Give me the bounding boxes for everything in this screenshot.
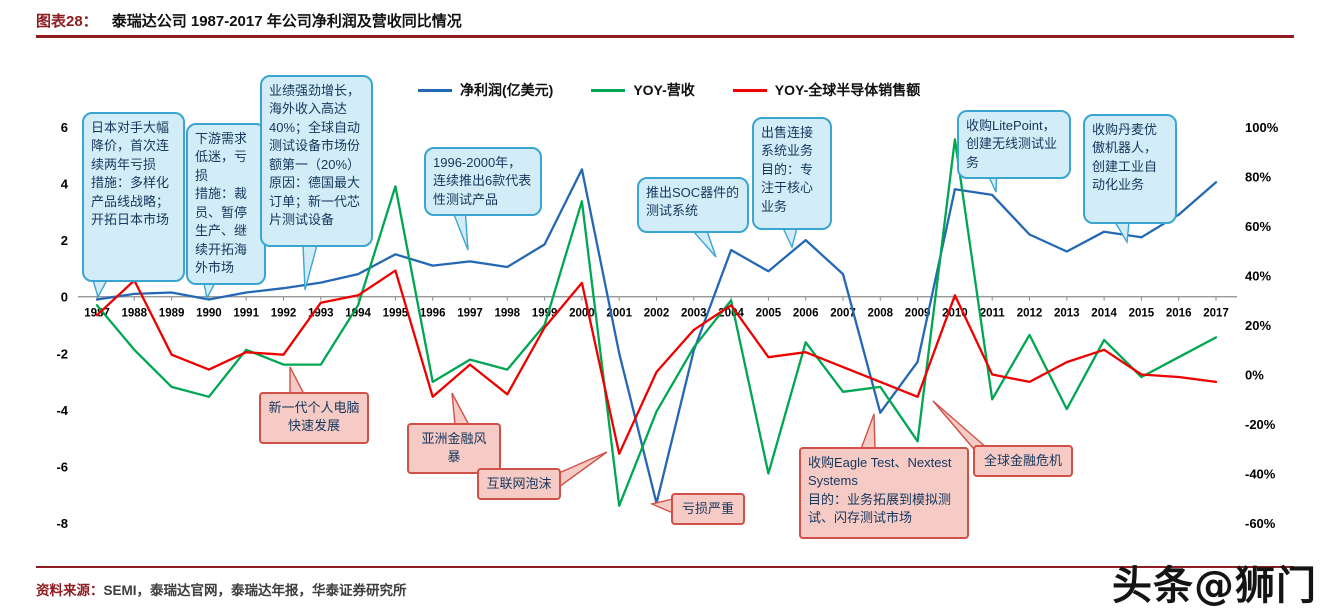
callout-tail	[202, 278, 219, 301]
legend-item-revenue-yoy: YOY-营收	[591, 80, 695, 100]
callout-tail	[451, 392, 471, 426]
source-text: SEMI，泰瑞达官网，泰瑞达年报，华泰证券研究所	[103, 583, 407, 598]
year-label: 1997	[457, 308, 483, 320]
year-label: 2014	[1091, 308, 1117, 320]
left-axis-tick-label: -2	[56, 346, 68, 361]
source-label: 资料来源：	[36, 583, 104, 598]
watermark: 头条@狮门	[1112, 563, 1317, 609]
year-label: 2017	[1203, 308, 1229, 320]
semi-sales-yoy-line	[95, 269, 1218, 455]
year-label: 2009	[905, 308, 931, 320]
callout-tail	[859, 413, 876, 450]
year-label: 2005	[756, 308, 782, 320]
left-axis-tick-label: 0	[61, 290, 68, 305]
footer-divider	[36, 566, 1294, 568]
year-label: 1998	[495, 308, 521, 320]
source-line: 资料来源：SEMI，泰瑞达官网，泰瑞达年报，华泰证券研究所	[36, 579, 407, 599]
right-axis-tick-label: -40%	[1245, 467, 1276, 482]
year-label: 2011	[980, 308, 1006, 320]
right-axis-tick-label: 60%	[1245, 219, 1271, 234]
callout-tail	[1113, 221, 1130, 245]
year-label: 1999	[532, 308, 558, 320]
year-label: 2002	[644, 308, 670, 320]
year-label: 2016	[1166, 308, 1192, 320]
callout-tail	[558, 451, 608, 489]
year-label: 1992	[271, 308, 297, 320]
figure-header: 图表28： 泰瑞达公司 1987-2017 年公司净利润及营收同比情况	[36, 10, 462, 31]
left-axis-tick-label: -4	[56, 403, 68, 418]
left-axis-tick-label: -6	[56, 459, 68, 474]
semi-sales-yoy-line-swatch	[732, 88, 767, 92]
callout-tail	[92, 279, 109, 299]
right-axis-tick-label: 20%	[1245, 318, 1271, 333]
revenue-yoy-line	[95, 138, 1218, 507]
left-axis-tick-label: 6	[61, 120, 68, 135]
legend-item-net-profit: 净利润(亿美元)	[418, 80, 553, 100]
year-label: 2000	[569, 308, 595, 320]
year-label: 2003	[681, 308, 707, 320]
legend-label-semi-sales-yoy: YOY-全球半导体销售额	[774, 82, 921, 98]
right-axis-tick-label: -20%	[1245, 417, 1276, 432]
callout-tail	[981, 163, 998, 193]
legend-label-net-profit: 净利润(亿美元)	[460, 82, 554, 98]
year-label: 1990	[196, 308, 222, 320]
year-label: 1988	[122, 308, 148, 320]
year-label: 2006	[793, 308, 819, 320]
right-axis-tick-label: -60%	[1245, 516, 1276, 531]
legend-item-semi-sales-yoy: YOY-全球半导体销售额	[732, 80, 921, 100]
title-divider	[36, 35, 1294, 38]
figure-number-label: 图表28：	[36, 13, 98, 30]
right-axis-tick-label: 80%	[1245, 170, 1271, 185]
net-profit-line-swatch	[418, 88, 452, 92]
left-axis-tick-label: 2	[61, 233, 68, 248]
callout-tail	[932, 400, 989, 449]
net-profit-line	[95, 168, 1218, 505]
callout-tail	[691, 230, 717, 258]
revenue-yoy-line-swatch	[591, 88, 626, 92]
callout-tail	[781, 227, 798, 250]
callout-tail	[449, 206, 469, 251]
year-label: 2007	[830, 308, 856, 320]
year-label: 1991	[233, 308, 259, 320]
year-label: 1996	[420, 308, 446, 320]
year-label: 2015	[1129, 308, 1155, 320]
legend-label-revenue-yoy: YOY-营收	[633, 82, 695, 98]
chart-legend: 净利润(亿美元) YOY-营收 YOY-全球半导体销售额	[418, 80, 920, 100]
figure-title: 泰瑞达公司 1987-2017 年公司净利润及营收同比情况	[111, 13, 462, 30]
year-label: 2012	[1017, 308, 1043, 320]
year-label: 1995	[383, 308, 409, 320]
left-axis-tick-label: -8	[56, 516, 68, 531]
right-axis-tick-label: 40%	[1245, 269, 1271, 284]
right-axis-tick-label: 100%	[1245, 120, 1279, 135]
year-label: 2013	[1054, 308, 1080, 320]
year-label: 1989	[159, 308, 185, 320]
year-label: 2008	[868, 308, 894, 320]
right-axis-tick-label: 0%	[1245, 368, 1264, 383]
left-axis-tick-label: 4	[61, 177, 69, 192]
callout-tail	[289, 366, 306, 395]
